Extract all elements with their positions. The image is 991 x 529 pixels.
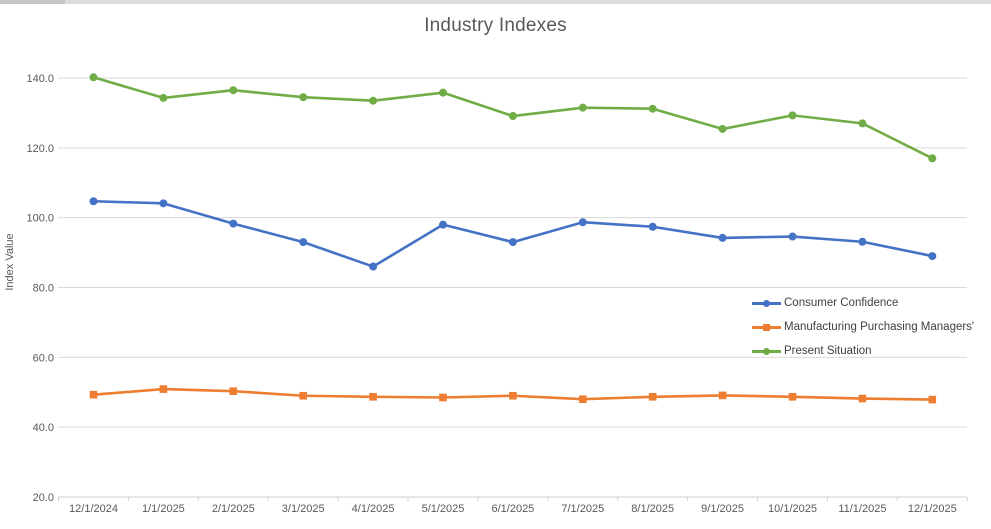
data-point-marker[interactable] (578, 218, 587, 227)
data-point-marker[interactable] (579, 395, 587, 404)
x-axis-label: 3/1/2025 (282, 503, 325, 515)
data-point-marker[interactable] (858, 237, 867, 246)
data-point-marker[interactable] (928, 395, 937, 404)
x-axis-label: 4/1/2025 (352, 503, 395, 515)
data-point-marker[interactable] (648, 392, 657, 401)
data-point-marker[interactable] (858, 119, 867, 128)
data-point-marker[interactable] (788, 392, 797, 401)
y-tick-label: 80.0 (33, 283, 54, 295)
legend-label: Manufacturing Purchasing Managers' (784, 321, 975, 333)
data-point-marker[interactable] (508, 112, 517, 121)
data-point-marker[interactable] (508, 238, 517, 247)
data-point-marker[interactable] (369, 96, 378, 105)
series-consumer-confidence[interactable] (89, 197, 937, 271)
y-tick-label: 140.0 (26, 73, 54, 85)
legend-item-consumer-confidence[interactable]: Consumer Confidence (752, 291, 974, 315)
y-tick-label: 100.0 (26, 213, 54, 225)
chart-title: Industry Indexes (424, 15, 567, 36)
data-point-marker[interactable] (718, 124, 727, 133)
data-point-marker[interactable] (439, 393, 447, 402)
data-point-marker[interactable] (159, 385, 168, 393)
x-axis-label: 5/1/2025 (422, 503, 465, 515)
x-axis-label: 12/1/2024 (69, 503, 118, 515)
line-square-marker-icon (752, 323, 781, 332)
x-axis-label: 7/1/2025 (561, 503, 604, 515)
data-point-marker[interactable] (648, 104, 657, 113)
data-point-marker[interactable] (788, 111, 797, 120)
data-point-marker[interactable] (648, 222, 657, 231)
data-point-marker[interactable] (509, 391, 517, 400)
data-point-marker[interactable] (788, 232, 797, 241)
legend-item-present-situation[interactable]: Present Situation (752, 339, 974, 363)
y-tick-label: 60.0 (33, 352, 54, 364)
x-axis-label: 8/1/2025 (631, 503, 674, 515)
data-point-marker[interactable] (439, 88, 447, 97)
series-line[interactable] (92, 199, 934, 268)
data-point-marker[interactable] (299, 391, 307, 400)
y-tick-label: 120.0 (26, 143, 54, 155)
line-circle-marker-icon (752, 347, 781, 356)
data-point-marker[interactable] (369, 262, 378, 271)
data-point-marker[interactable] (299, 238, 308, 247)
data-point-marker[interactable] (718, 391, 727, 400)
data-point-marker[interactable] (578, 103, 587, 112)
series-present-situation[interactable] (89, 73, 937, 163)
data-point-marker[interactable] (928, 154, 937, 163)
data-point-marker[interactable] (89, 390, 98, 399)
y-tick-label: 20.0 (33, 492, 54, 504)
data-point-marker[interactable] (89, 73, 98, 82)
x-axis-label: 11/1/2025 (838, 503, 886, 515)
line-circle-marker-icon (752, 299, 781, 308)
legend-label: Present Situation (784, 345, 872, 357)
data-point-marker[interactable] (369, 392, 377, 401)
x-axis-label: 10/1/2025 (768, 503, 817, 515)
x-axis-label: 2/1/2025 (212, 503, 255, 515)
data-point-marker[interactable] (718, 233, 727, 242)
legend-item-manufacturing-pmi[interactable]: Manufacturing Purchasing Managers' (752, 315, 974, 339)
legend-label: Consumer Confidence (784, 297, 899, 309)
window-top-edge-left (0, 0, 65, 4)
window-top-edge (0, 0, 991, 4)
data-point-marker[interactable] (89, 197, 98, 206)
x-axis-label: 6/1/2025 (491, 503, 534, 515)
data-point-marker[interactable] (229, 219, 238, 228)
data-point-marker[interactable] (229, 86, 238, 95)
legend: Consumer Confidence Manufacturing Purcha… (752, 291, 974, 363)
x-axis-label: 9/1/2025 (701, 503, 744, 515)
data-point-marker[interactable] (159, 93, 168, 102)
series-manufacturing-purchasing-managers[interactable] (89, 385, 937, 404)
data-point-marker[interactable] (858, 394, 867, 403)
x-axis-label: 12/1/2025 (908, 503, 957, 515)
x-axis-label: 1/1/2025 (142, 503, 185, 515)
y-tick-label: 40.0 (33, 422, 54, 434)
data-point-marker[interactable] (439, 220, 447, 229)
data-point-marker[interactable] (299, 93, 308, 102)
data-point-marker[interactable] (229, 387, 238, 396)
data-point-marker[interactable] (928, 252, 937, 261)
data-point-marker[interactable] (159, 199, 168, 208)
